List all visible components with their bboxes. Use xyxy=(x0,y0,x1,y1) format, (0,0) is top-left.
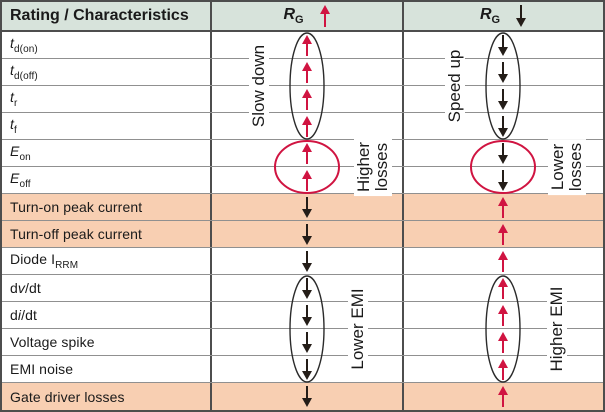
row-diode-irrm: Diode IRRM xyxy=(2,248,603,275)
rg-down-cell-di-dt xyxy=(404,302,603,328)
row-label-td-on: td(on) xyxy=(2,32,212,58)
row-dv-dt: dv/dt xyxy=(2,275,603,302)
rg-down-cell-td-off xyxy=(404,59,603,85)
rg-down-cell-emi-noise xyxy=(404,356,603,382)
row-label-text: Diode IRRM xyxy=(10,251,79,271)
row-label-text: Eoff xyxy=(10,170,31,190)
row-tf: tf xyxy=(2,113,603,140)
rg-up-symbol-main: R xyxy=(283,5,295,23)
row-td-off: td(off) xyxy=(2,59,603,86)
rg-down-symbol-main: R xyxy=(479,5,492,23)
table-body: td(on) td(off) tr tf Eon Eoff Turn-on peak cur… xyxy=(2,32,603,410)
row-label-di-dt: di/dt xyxy=(2,302,212,328)
row-gate-driver-losses: Gate driver losses xyxy=(2,383,603,410)
rg-up-symbol: RG xyxy=(283,6,303,26)
rg-up-cell-tf xyxy=(212,113,404,139)
row-label-turn-off-peak-current: Turn-off peak current xyxy=(2,221,212,247)
rg-down-cell-turn-off-peak-current xyxy=(404,221,603,247)
rg-up-cell-eoff xyxy=(212,167,404,193)
higher-emi-label: Higher EMI xyxy=(547,282,567,376)
row-label-text: tf xyxy=(10,116,17,136)
row-label-emi-noise: EMI noise xyxy=(2,356,212,382)
rg-up-cell-dv-dt xyxy=(212,275,404,301)
rg-down-symbol-sub: G xyxy=(491,14,501,27)
higher-losses-label: Higher losses xyxy=(354,137,392,197)
row-label-text: dv/dt xyxy=(10,280,41,296)
row-label-text: Turn-on peak current xyxy=(10,199,143,215)
row-voltage-spike: Voltage spike xyxy=(2,329,603,356)
rg-down-cell-dv-dt xyxy=(404,275,603,301)
row-label-text: td(off) xyxy=(10,62,38,82)
row-label-text: Turn-off peak current xyxy=(10,226,143,242)
rg-down-symbol: RG xyxy=(480,6,500,26)
rg-up-cell-di-dt xyxy=(212,302,404,328)
rg-down-arrow-icon xyxy=(516,5,527,27)
row-label-text: Gate driver losses xyxy=(10,388,125,405)
row-turn-off-peak-current: Turn-off peak current xyxy=(2,221,603,248)
row-label-tr: tr xyxy=(2,86,212,112)
rg-up-cell-diode-irrm xyxy=(212,248,404,274)
speed-up-label: Speed up xyxy=(445,45,465,127)
rg-up-cell-voltage-spike xyxy=(212,329,404,355)
row-di-dt: di/dt xyxy=(2,302,603,329)
rg-up-cell-td-on xyxy=(212,32,404,58)
rg-down-header: RG xyxy=(404,2,603,30)
rg-up-cell-tr xyxy=(212,86,404,112)
lower-losses-label: Lower losses xyxy=(548,138,586,196)
rg-down-cell-diode-irrm xyxy=(404,248,603,274)
row-label-dv-dt: dv/dt xyxy=(2,275,212,301)
rating-characteristics-header: Rating / Characteristics xyxy=(2,2,212,30)
row-tr: tr xyxy=(2,86,603,113)
row-label-text: td(on) xyxy=(10,35,38,55)
rg-up-cell-td-off xyxy=(212,59,404,85)
row-label-td-off: td(off) xyxy=(2,59,212,85)
row-turn-on-peak-current: Turn-on peak current xyxy=(2,194,603,221)
rg-down-cell-voltage-spike xyxy=(404,329,603,355)
header-row: Rating / Characteristics RG RG xyxy=(2,2,603,32)
rg-up-header: RG xyxy=(212,2,404,30)
rg-down-cell-td-on xyxy=(404,32,603,58)
row-label-eoff: Eoff xyxy=(2,167,212,193)
row-label-text: Voltage spike xyxy=(10,334,95,350)
row-label-diode-irrm: Diode IRRM xyxy=(2,248,212,274)
row-label-text: di/dt xyxy=(10,307,37,323)
rg-down-cell-tr xyxy=(404,86,603,112)
header-arrow xyxy=(516,5,527,27)
rg-down-cell-tf xyxy=(404,113,603,139)
rg-up-cell-emi-noise xyxy=(212,356,404,382)
row-label-voltage-spike: Voltage spike xyxy=(2,329,212,355)
row-label-text: tr xyxy=(10,89,18,109)
rg-up-symbol-sub: G xyxy=(295,14,304,27)
row-label-text: EMI noise xyxy=(10,361,74,377)
row-label-eon: Eon xyxy=(2,140,212,166)
row-label-text: Eon xyxy=(10,143,31,163)
row-td-on: td(on) xyxy=(2,32,603,59)
slow-down-label: Slow down xyxy=(249,40,269,132)
header-arrow xyxy=(319,5,330,27)
row-emi-noise: EMI noise xyxy=(2,356,603,383)
rg-up-cell-turn-on-peak-current xyxy=(212,194,404,220)
rg-up-cell-gate-driver-losses xyxy=(212,383,404,410)
row-label-gate-driver-losses: Gate driver losses xyxy=(2,383,212,410)
rg-up-cell-eon xyxy=(212,140,404,166)
rg-up-cell-turn-off-peak-current xyxy=(212,221,404,247)
rg-down-cell-turn-on-peak-current xyxy=(404,194,603,220)
row-label-tf: tf xyxy=(2,113,212,139)
lower-emi-label: Lower EMI xyxy=(348,284,368,374)
row-eon: Eon xyxy=(2,140,603,167)
row-eoff: Eoff xyxy=(2,167,603,194)
row-label-turn-on-peak-current: Turn-on peak current xyxy=(2,194,212,220)
rg-up-arrow-icon xyxy=(319,5,330,27)
rg-down-cell-gate-driver-losses xyxy=(404,383,603,410)
